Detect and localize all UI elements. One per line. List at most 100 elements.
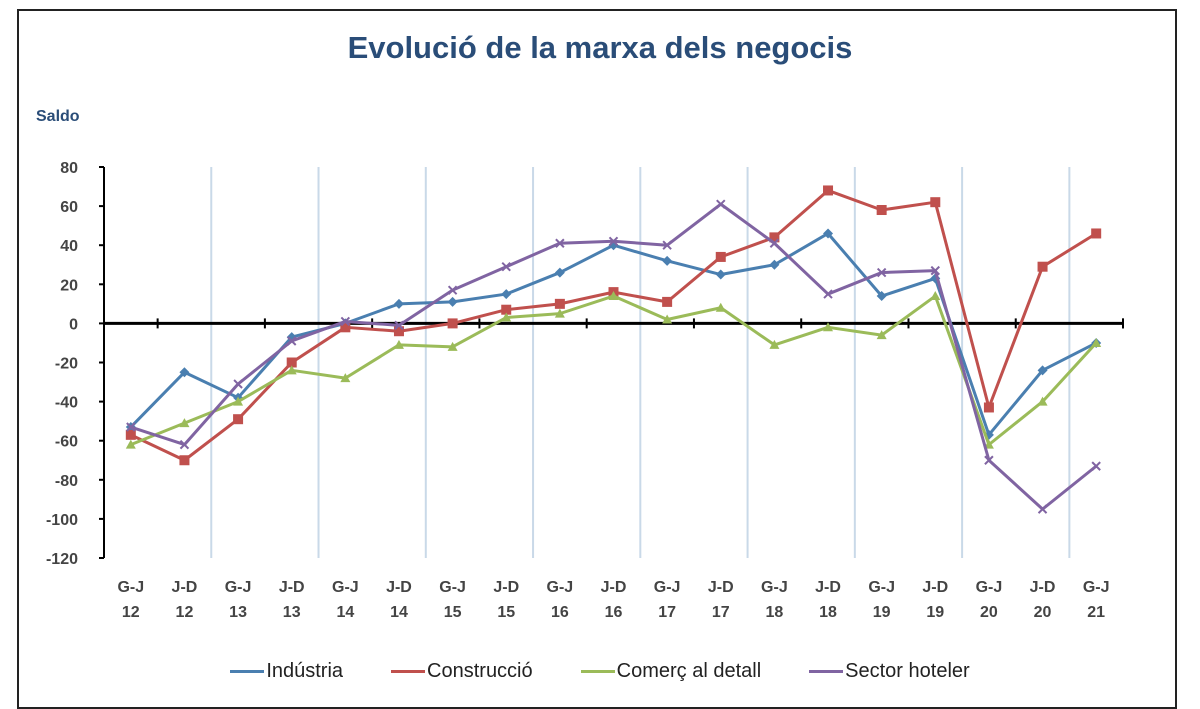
x-tick-label: G-J [761,579,788,596]
data-point [662,255,673,266]
x-tick-label: G-J [976,579,1003,596]
data-point [608,291,619,301]
data-point [179,367,190,378]
data-point [823,289,833,299]
y-tick-label: 0 [69,316,78,333]
legend-swatch [809,670,844,673]
y-tick-label: -80 [55,473,78,490]
data-point [769,259,780,270]
data-point [823,228,834,239]
legend-label: Construcció [427,660,533,682]
x-tick-label: 18 [765,604,783,621]
y-tick-label: 20 [60,277,78,294]
data-point [287,336,297,346]
data-point [662,240,672,250]
x-tick-label: 21 [1087,604,1105,621]
x-tick-label: G-J [225,579,252,596]
legend: Indústria Construcció Comerç al detall Sect… [0,660,1200,683]
data-point [876,205,887,216]
data-point [930,291,941,301]
x-tick-label: 12 [176,604,194,621]
data-point [930,197,941,208]
data-point [823,185,834,196]
data-point [447,341,458,351]
data-point [662,296,673,307]
data-point [983,402,994,413]
data-point [340,316,351,327]
x-tick-label: J-D [279,579,305,596]
legend-item: Indústria [230,660,343,683]
data-point [393,339,404,349]
data-point [393,326,404,337]
x-tick-label: 15 [497,604,515,621]
y-tick-label: 80 [60,160,78,177]
data-point [876,330,887,340]
x-tick-label: 18 [819,604,837,621]
x-tick-label: G-J [439,579,466,596]
x-tick-label: J-D [601,579,627,596]
data-point [984,455,994,465]
y-tick-label: -40 [55,395,78,412]
data-point [1091,337,1102,347]
data-point [286,357,297,368]
data-point [501,261,511,272]
legend-label: Comerç al detall [616,660,762,682]
x-tick-label: J-D [1030,579,1056,596]
legend-swatch [580,670,615,673]
data-point [179,455,190,466]
x-tick-label: 13 [283,604,301,621]
x-tick-label: G-J [654,579,681,596]
x-tick-label: 14 [390,604,408,621]
data-point [555,238,565,248]
y-tick-label: -20 [55,356,78,373]
x-tick-label: G-J [332,579,359,596]
data-point [769,339,780,349]
x-tick-label: 19 [873,604,891,621]
x-tick-label: 14 [336,604,354,621]
data-point [823,322,834,332]
x-tick-label: 16 [605,604,623,621]
data-point [769,232,780,243]
chart-title: Evolució de la marxa dels negocis [347,30,853,65]
data-point [608,236,619,246]
y-tick-label: 60 [60,199,78,216]
data-point [233,414,244,425]
x-tick-label: G-J [868,579,895,596]
data-point [1091,461,1101,471]
x-tick-label: 16 [551,604,569,621]
y-tick-label: 40 [60,238,78,255]
x-tick-label: 15 [444,604,462,621]
data-point [554,298,565,309]
data-point [1037,365,1048,376]
data-point [286,365,297,375]
data-point [715,269,726,280]
legend-item: Comerç al detall [580,660,762,683]
data-point [930,265,940,276]
data-point [554,308,565,318]
data-point [501,304,512,315]
x-tick-label: 17 [658,604,676,621]
x-tick-label: 12 [122,604,140,621]
data-point [447,318,458,329]
data-point [501,289,512,300]
data-point [769,238,780,248]
y-axis-label: Saldo [36,108,80,125]
data-point [340,373,351,383]
data-point [233,379,243,389]
x-tick-label: J-D [493,579,519,596]
x-tick-label: 13 [229,604,247,621]
x-tick-label: G-J [547,579,574,596]
x-tick-label: 19 [926,604,944,621]
x-tick-label: J-D [815,579,841,596]
data-point [715,302,726,312]
legend-label: Sector hoteler [845,660,970,682]
x-tick-label: G-J [1083,579,1110,596]
line-chart: 80 60 40 20 0 -20 -40 -60 -80 -100 -120 G-J 12 J-D 12 G… [46,160,1124,621]
y-tick-label: -60 [55,434,78,451]
data-point [501,312,512,322]
x-tick-label: 20 [980,604,998,621]
data-point [179,439,190,450]
legend-label: Indústria [266,660,344,682]
y-tick-label: -100 [46,512,78,529]
data-point [876,267,887,278]
